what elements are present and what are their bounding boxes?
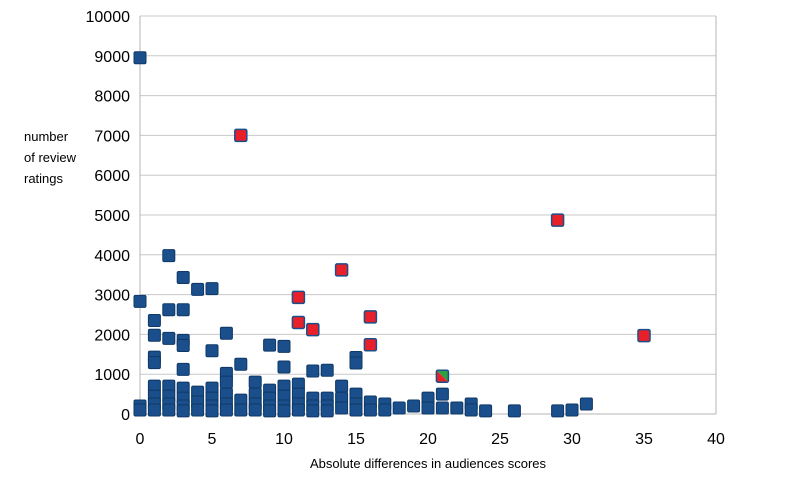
data-point-blue [147, 356, 161, 370]
x-tick-label: 35 [635, 431, 653, 448]
data-point-blue [407, 399, 421, 413]
data-point-blue [335, 379, 349, 393]
data-point-blue [219, 375, 233, 389]
data-point-blue [162, 331, 176, 345]
data-point-blue [277, 360, 291, 374]
data-point-blue [176, 339, 190, 353]
data-point-blue [133, 294, 147, 308]
y-tick-label: 9000 [94, 49, 130, 66]
data-point-blue [263, 404, 277, 418]
data-point-blue [248, 375, 262, 389]
data-point-blue [205, 282, 219, 296]
data-point-blue [320, 404, 334, 418]
y-axis-label-line: number [24, 129, 69, 144]
data-point-red [550, 213, 565, 227]
data-point-red [234, 128, 248, 143]
data-point-blue [162, 249, 176, 263]
data-point-split-red [436, 370, 449, 383]
data-point-blue [147, 328, 161, 342]
y-tick-label: 7000 [94, 128, 130, 145]
data-point-blue [162, 403, 176, 417]
y-tick-label: 4000 [94, 248, 130, 265]
data-point-red [363, 337, 378, 352]
data-point-blue [176, 362, 190, 376]
data-point-blue [507, 404, 521, 418]
data-points [133, 51, 651, 418]
data-point-blue [392, 401, 406, 415]
data-point-blue [133, 51, 147, 65]
data-point-blue [349, 403, 363, 417]
tick-labels: 0100020003000400050006000700080009000100… [86, 9, 726, 448]
data-point-blue [191, 282, 205, 296]
y-tick-label: 5000 [94, 208, 130, 225]
data-point-blue [205, 344, 219, 358]
y-axis-label-line: ratings [24, 171, 64, 186]
data-point-blue [435, 387, 449, 401]
y-axis-label: number of review ratings [24, 126, 104, 189]
data-point-blue [450, 401, 464, 415]
x-tick-label: 20 [419, 431, 437, 448]
data-point-blue [191, 403, 205, 417]
y-tick-label: 6000 [94, 168, 130, 185]
data-point-blue [435, 401, 449, 415]
data-point-blue [291, 403, 305, 417]
data-point-blue [277, 339, 291, 353]
data-point-blue [320, 363, 334, 377]
data-point-split-border [435, 369, 450, 383]
data-point-red [306, 322, 320, 337]
data-point-red [334, 263, 349, 277]
y-tick-label: 10000 [86, 9, 131, 26]
data-point-blue [162, 303, 176, 317]
y-tick-label: 3000 [94, 288, 130, 305]
data-point-split [435, 369, 450, 383]
data-point-blue [205, 404, 219, 418]
data-point-blue [219, 326, 233, 340]
data-point-red [291, 290, 306, 305]
x-tick-label: 10 [275, 431, 293, 448]
y-tick-label: 2000 [94, 327, 130, 344]
x-tick-label: 0 [136, 431, 145, 448]
data-point-blue [378, 403, 392, 417]
data-point-blue [263, 338, 277, 352]
y-tick-label: 0 [121, 407, 130, 424]
data-point-blue [133, 403, 147, 417]
data-point-blue [479, 404, 493, 418]
data-point-blue [551, 404, 565, 418]
data-point-blue [363, 403, 377, 417]
data-point-red [363, 310, 378, 324]
data-point-blue [176, 404, 190, 418]
data-point-blue [421, 401, 435, 415]
data-point-blue [306, 404, 320, 418]
y-tick-label: 1000 [94, 367, 130, 384]
data-point-blue [234, 357, 248, 371]
x-tick-label: 5 [208, 431, 217, 448]
data-point-blue [277, 404, 291, 418]
data-point-blue [147, 403, 161, 417]
data-point-blue [579, 397, 593, 411]
data-point-blue [234, 403, 248, 417]
x-tick-label: 30 [563, 431, 581, 448]
x-tick-label: 25 [491, 431, 509, 448]
data-point-blue [176, 270, 190, 284]
data-point-blue [248, 403, 262, 417]
gridlines [140, 15, 716, 415]
x-tick-label: 40 [707, 431, 725, 448]
data-point-blue [335, 401, 349, 415]
data-point-blue [147, 313, 161, 327]
x-axis-label: Absolute differences in audiences scores [309, 456, 547, 471]
data-point-blue [349, 356, 363, 370]
data-point-blue [176, 303, 190, 317]
data-point-blue [565, 403, 579, 417]
y-tick-label: 8000 [94, 89, 130, 106]
data-point-blue [464, 403, 478, 417]
data-point-blue [219, 403, 233, 417]
y-axis-label-line: of review [24, 150, 77, 165]
data-point-blue [306, 364, 320, 378]
data-point-red [291, 315, 306, 330]
data-point-red [637, 328, 651, 343]
x-tick-label: 15 [347, 431, 365, 448]
